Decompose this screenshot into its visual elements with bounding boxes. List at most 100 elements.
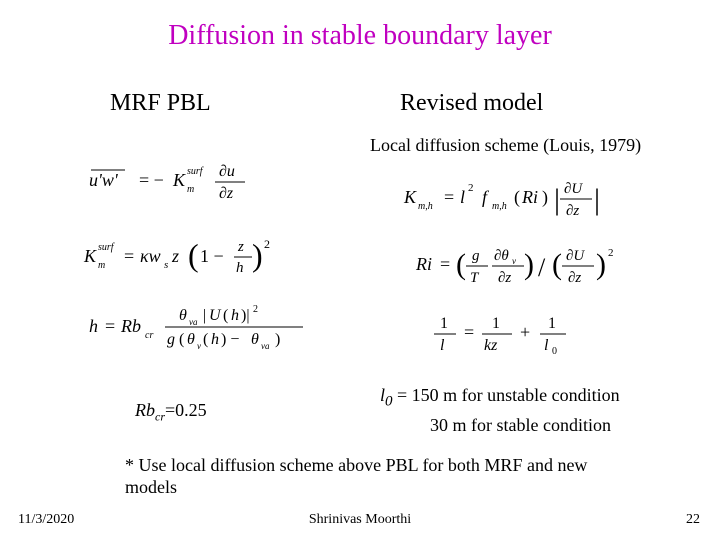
svg-text:∂z: ∂z xyxy=(568,270,581,286)
right-subheading: Local diffusion scheme (Louis, 1979) xyxy=(370,135,641,156)
revised-eq-3: 1 l = 1 kz + 1 l 0 xyxy=(430,310,630,365)
svg-text:f: f xyxy=(482,187,490,207)
svg-text:|: | xyxy=(203,307,206,324)
rb-val: =0.25 xyxy=(165,400,207,420)
svg-text:=: = xyxy=(464,322,474,342)
svg-text:Ri: Ri xyxy=(415,254,432,274)
svg-text:θ: θ xyxy=(179,307,187,324)
svg-text:θ: θ xyxy=(251,331,259,348)
svg-text:va: va xyxy=(189,317,198,327)
mrf-eq-2: K surf m = κw s z ( 1 − z h ) 2 xyxy=(80,230,330,291)
svg-text:h: h xyxy=(211,331,219,348)
svg-text:g: g xyxy=(472,248,480,264)
svg-text:z: z xyxy=(171,246,179,266)
footnote: * Use local diffusion scheme above PBL f… xyxy=(125,455,625,498)
svg-text:2: 2 xyxy=(608,247,614,259)
svg-text:): ) xyxy=(252,237,263,273)
svg-text:(: ( xyxy=(203,331,208,348)
revised-eq-1: K m,h = l 2 f m,h ( Ri ) | ∂U ∂z | xyxy=(400,175,660,230)
svg-text:∂z: ∂z xyxy=(219,185,234,202)
mrf-eq-1: u'w' = − K surf m ∂u ∂z xyxy=(85,160,290,215)
right-column-heading: Revised model xyxy=(400,90,543,117)
svg-text:m: m xyxy=(187,184,194,195)
revised-eq-2: Ri = ( g T ∂θ v ∂z ) / ( ∂U ∂z ) 2 xyxy=(412,240,672,301)
svg-text:κw: κw xyxy=(140,246,161,266)
svg-text:h: h xyxy=(89,316,98,336)
svg-text:surf: surf xyxy=(187,166,204,177)
mrf-eq-3: h = Rb cr θ va | U ( h )| 2 g ( θ v ( h … xyxy=(85,300,345,363)
svg-text:(: ( xyxy=(456,248,466,281)
svg-text:0: 0 xyxy=(552,346,557,357)
svg-text:v: v xyxy=(197,341,201,351)
svg-text:2: 2 xyxy=(468,182,474,194)
svg-text:2: 2 xyxy=(264,237,270,251)
svg-text:kz: kz xyxy=(484,337,498,354)
svg-text:) −: ) − xyxy=(221,331,239,348)
svg-text:s: s xyxy=(164,259,168,271)
svg-text:1 −: 1 − xyxy=(200,246,224,266)
svg-text:= −: = − xyxy=(139,170,164,190)
svg-text:(: ( xyxy=(179,331,184,348)
svg-text:∂θ: ∂θ xyxy=(494,248,509,264)
l0-unstable-line: l0 = 150 m for unstable condition xyxy=(380,385,620,411)
svg-text:): ) xyxy=(524,248,534,281)
svg-text:v: v xyxy=(512,256,516,266)
rb-label: Rb xyxy=(135,400,155,420)
l0-sub: 0 xyxy=(385,394,393,410)
l0-unstable-text: = 150 m for unstable condition xyxy=(393,385,620,405)
svg-text:U: U xyxy=(209,307,222,324)
svg-text:cr: cr xyxy=(145,330,153,341)
svg-text:(: ( xyxy=(552,248,562,281)
svg-text:m,h: m,h xyxy=(492,201,507,212)
svg-text:∂U: ∂U xyxy=(566,248,585,264)
svg-text:θ: θ xyxy=(187,331,195,348)
svg-text:1: 1 xyxy=(548,315,556,332)
rb-cr-value: Rbcr=0.25 xyxy=(135,400,207,425)
svg-text:z: z xyxy=(237,239,244,255)
svg-text:|: | xyxy=(554,183,560,216)
svg-text:∂u: ∂u xyxy=(219,163,235,180)
svg-text:): ) xyxy=(596,248,606,281)
svg-text:=: = xyxy=(440,254,450,274)
svg-text:/: / xyxy=(538,253,546,282)
svg-text:l: l xyxy=(440,337,445,354)
svg-text:m: m xyxy=(98,260,105,271)
slide: Diffusion in stable boundary layer MRF P… xyxy=(0,0,720,540)
svg-text:=: = xyxy=(105,316,115,336)
svg-text:l: l xyxy=(460,187,465,207)
svg-text:=: = xyxy=(444,187,454,207)
svg-text:g: g xyxy=(167,331,175,348)
svg-text:m,h: m,h xyxy=(418,201,433,212)
footer-page: 22 xyxy=(686,512,700,528)
svg-text:(: ( xyxy=(514,187,520,208)
svg-text:surf: surf xyxy=(98,242,115,253)
svg-text:)|: )| xyxy=(241,307,250,324)
svg-text:h: h xyxy=(231,307,239,324)
svg-text:): ) xyxy=(542,187,548,208)
svg-text:K: K xyxy=(403,187,417,207)
l0-stable-line: 30 m for stable condition xyxy=(430,415,611,436)
svg-text:va: va xyxy=(261,341,270,351)
svg-text:2: 2 xyxy=(253,304,258,315)
svg-text:u'w': u'w' xyxy=(89,170,119,190)
svg-text:∂U: ∂U xyxy=(564,181,583,197)
footer-author: Shrinivas Moorthi xyxy=(0,512,720,528)
svg-text:h: h xyxy=(236,260,244,276)
svg-text:Ri: Ri xyxy=(521,187,538,207)
svg-text:=: = xyxy=(124,246,134,266)
svg-text:(: ( xyxy=(223,307,228,324)
svg-text:l: l xyxy=(544,337,549,354)
svg-text:+: + xyxy=(520,322,530,342)
svg-text:|: | xyxy=(594,183,600,216)
left-column-heading: MRF PBL xyxy=(110,90,211,117)
svg-text:): ) xyxy=(275,331,280,348)
svg-text:T: T xyxy=(470,270,480,286)
svg-text:∂z: ∂z xyxy=(566,203,579,219)
svg-text:(: ( xyxy=(188,237,199,273)
svg-text:Rb: Rb xyxy=(120,316,141,336)
svg-text:K: K xyxy=(172,170,186,190)
svg-text:1: 1 xyxy=(492,315,500,332)
rb-sub: cr xyxy=(155,410,165,424)
slide-title: Diffusion in stable boundary layer xyxy=(0,20,720,52)
svg-text:K: K xyxy=(83,246,97,266)
